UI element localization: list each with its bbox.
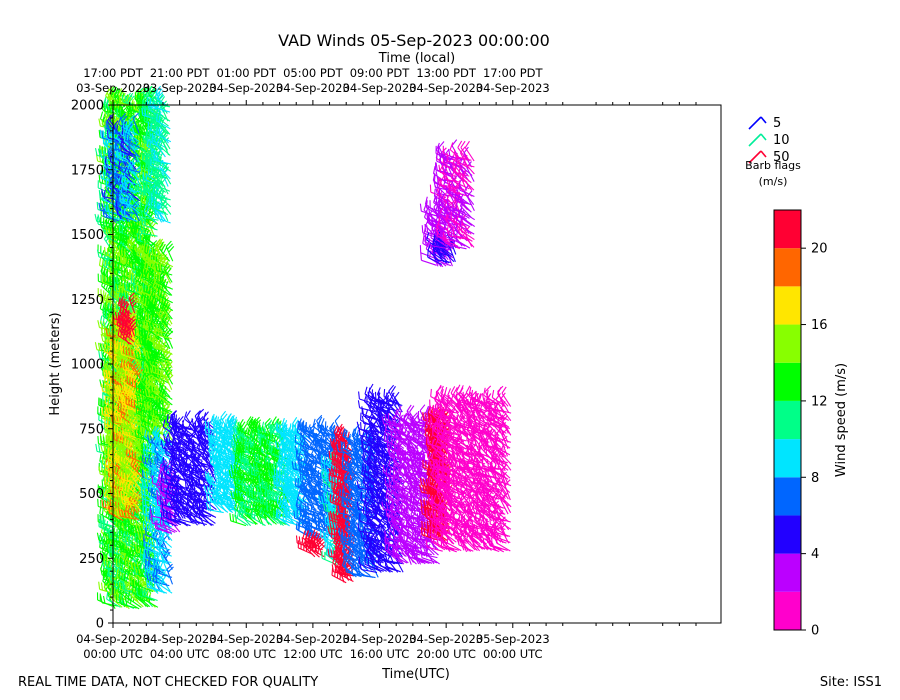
barb-feather bbox=[118, 223, 121, 232]
barb-feather bbox=[106, 556, 108, 565]
barb-feather bbox=[119, 522, 122, 531]
barb-feather bbox=[103, 308, 105, 317]
barb-feather bbox=[105, 525, 109, 534]
barb-feather bbox=[119, 527, 121, 536]
barb-feather bbox=[100, 567, 103, 576]
barb-feather bbox=[104, 247, 106, 255]
barb-feather bbox=[99, 111, 104, 120]
barb-feather bbox=[97, 436, 100, 444]
barb-feather bbox=[127, 523, 130, 532]
barb-feather bbox=[99, 453, 102, 462]
barb-feather bbox=[98, 190, 101, 198]
barb-feather bbox=[101, 507, 104, 516]
barb-feather bbox=[94, 342, 98, 350]
barb-feather bbox=[103, 583, 106, 592]
barb-feather bbox=[100, 582, 104, 591]
barb-feather bbox=[121, 225, 124, 233]
barb-feather bbox=[124, 282, 127, 290]
barb-feather bbox=[100, 343, 104, 352]
barb-feather bbox=[97, 498, 99, 507]
barb-feather bbox=[96, 216, 99, 225]
barb-feather bbox=[118, 245, 121, 254]
barb-feather bbox=[106, 591, 109, 600]
barb-feather bbox=[101, 541, 104, 549]
barb-feather bbox=[94, 213, 98, 222]
barb-feather bbox=[128, 259, 131, 268]
barb-feather bbox=[102, 515, 105, 524]
barb-feather bbox=[99, 250, 103, 258]
barb-feather bbox=[97, 342, 101, 351]
barb-feather bbox=[98, 466, 101, 475]
barb-feather bbox=[98, 257, 102, 266]
barb-feather bbox=[103, 258, 105, 267]
barb-feather bbox=[115, 538, 118, 547]
barb-feather bbox=[98, 118, 101, 127]
barb-feather bbox=[117, 261, 120, 270]
barb-feather bbox=[124, 559, 127, 568]
barb-feather bbox=[126, 528, 129, 537]
wind-barb bbox=[97, 498, 114, 513]
barb-feather bbox=[118, 256, 121, 265]
barb-feather bbox=[96, 532, 100, 541]
barb-feather bbox=[97, 214, 101, 223]
barb-feather bbox=[116, 275, 118, 284]
top-axis-label: Time (local) bbox=[378, 51, 455, 66]
barb-feather bbox=[98, 444, 101, 453]
barb-feather bbox=[119, 562, 121, 571]
barb-feather bbox=[113, 537, 115, 546]
barb-feather bbox=[101, 467, 104, 475]
barb-feather bbox=[113, 274, 115, 283]
barb-feather bbox=[97, 148, 101, 157]
barb-feather bbox=[134, 580, 137, 589]
barb-feather bbox=[109, 249, 112, 257]
barb-feather bbox=[124, 527, 126, 535]
barb-feather bbox=[99, 514, 102, 523]
barb-feather bbox=[115, 255, 118, 264]
barb-feather bbox=[127, 239, 130, 248]
barb-feather bbox=[114, 260, 117, 269]
barb-feather bbox=[130, 240, 132, 249]
barb-feather bbox=[94, 147, 98, 156]
barb-feather bbox=[127, 283, 129, 291]
barb-feather bbox=[102, 533, 106, 542]
barb-feather bbox=[133, 543, 136, 552]
barb-feather bbox=[98, 534, 101, 543]
barb-feather bbox=[115, 594, 118, 603]
wind-barb-field bbox=[94, 85, 512, 610]
barb-feather bbox=[102, 302, 105, 311]
barb-feather bbox=[121, 247, 123, 255]
barb-feather bbox=[97, 320, 101, 328]
barb-feather bbox=[117, 521, 119, 530]
barb-feather bbox=[102, 317, 105, 326]
barb-feather bbox=[123, 248, 126, 257]
barb-feather bbox=[116, 569, 119, 578]
barb-feather bbox=[98, 129, 101, 138]
barb-feather bbox=[103, 555, 106, 564]
barb-feather bbox=[124, 522, 127, 531]
barb-feather bbox=[99, 301, 103, 309]
barb-feather bbox=[134, 261, 137, 270]
chart-title: VAD Winds 05-Sep-2023 00:00:00 bbox=[278, 31, 550, 50]
barb-feather bbox=[95, 443, 98, 452]
barb-feather bbox=[96, 201, 99, 210]
barb-feather bbox=[100, 320, 103, 329]
barb-feather bbox=[99, 379, 103, 388]
barb-feather bbox=[101, 259, 104, 268]
barb-feather bbox=[113, 254, 115, 263]
barb-feather bbox=[99, 533, 103, 541]
barb-feather bbox=[127, 560, 130, 569]
barb-feather bbox=[102, 113, 106, 121]
barb-feather bbox=[131, 542, 134, 550]
barb-feather bbox=[98, 581, 101, 590]
barb-feather bbox=[96, 249, 100, 258]
barb-feather bbox=[99, 539, 102, 548]
